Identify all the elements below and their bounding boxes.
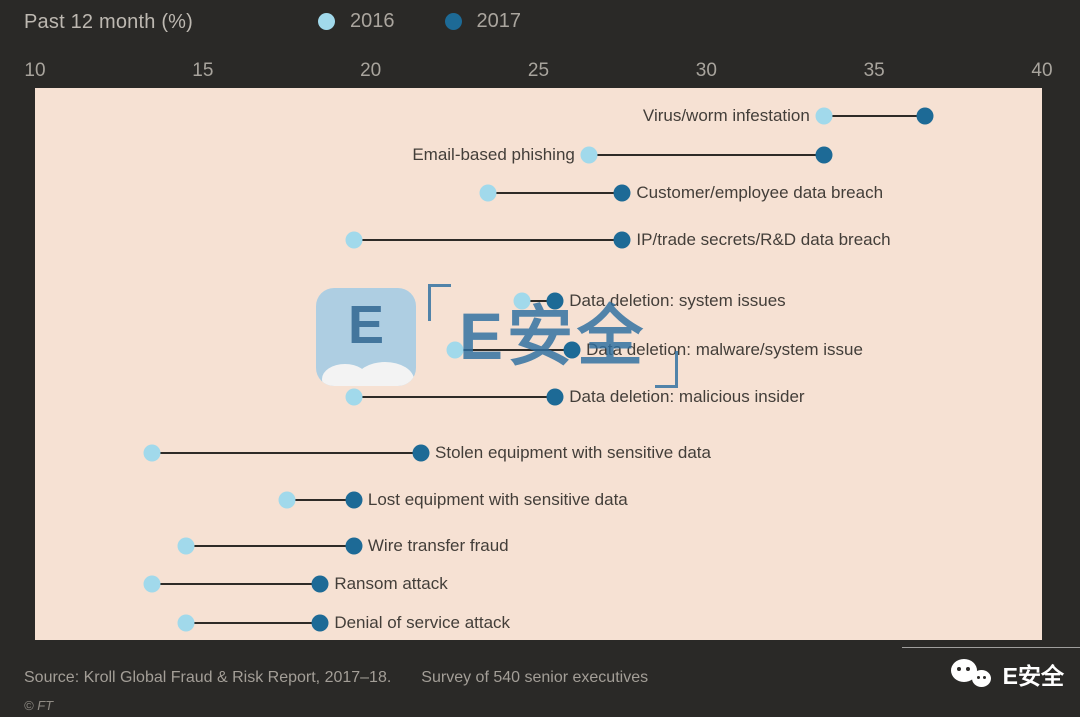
dot-2017 bbox=[916, 107, 934, 125]
connector-line bbox=[186, 545, 354, 547]
row-label: IP/trade secrets/R&D data breach bbox=[636, 230, 891, 249]
x-axis-tick-label: 30 bbox=[695, 60, 717, 81]
dot-2016 bbox=[143, 444, 161, 462]
row-label: Email-based phishing bbox=[412, 145, 575, 164]
connector-line bbox=[823, 115, 925, 117]
chart-legend: 2016 2017 bbox=[318, 10, 521, 33]
cloud-icon bbox=[356, 362, 414, 386]
x-axis-tick-label: 20 bbox=[360, 60, 382, 81]
wechat-account-badge: E安全 bbox=[950, 656, 1064, 692]
row-label: Lost equipment with sensitive data bbox=[367, 490, 628, 509]
watermark-bracket-close-icon bbox=[655, 351, 679, 388]
dot-2016 bbox=[177, 614, 195, 632]
chart-title: Past 12 month (%) bbox=[24, 11, 194, 33]
connector-line bbox=[454, 349, 573, 351]
chat-bubble-icon bbox=[950, 659, 977, 682]
x-axis: 10 15 20 25 30 35 40 bbox=[0, 60, 1080, 86]
connector-line bbox=[152, 583, 321, 585]
dot-2016 bbox=[278, 491, 296, 509]
dot-2017 bbox=[311, 575, 329, 593]
source-text: Source: Kroll Global Fraud & Risk Report… bbox=[24, 669, 392, 686]
legend-dot-2016-icon bbox=[318, 13, 335, 30]
dot-2017 bbox=[345, 491, 363, 509]
dot-2016 bbox=[345, 231, 363, 249]
legend-dot-2017-icon bbox=[444, 13, 462, 30]
row-label: Denial of service attack bbox=[334, 613, 511, 632]
row-label: Ransom attack bbox=[334, 574, 448, 593]
connector-line bbox=[186, 622, 321, 624]
connector-line bbox=[353, 396, 556, 398]
row-label: Wire transfer fraud bbox=[367, 536, 509, 555]
connector-line bbox=[488, 192, 623, 194]
dot-2017 bbox=[412, 444, 430, 462]
legend-item-2017: 2017 bbox=[444, 10, 522, 33]
x-axis-tick-label: 25 bbox=[527, 60, 550, 81]
connector-line bbox=[353, 239, 623, 241]
x-axis-tick-label: 15 bbox=[192, 60, 214, 81]
connector-line bbox=[588, 154, 824, 156]
plot-area: Virus/worm infestation Email-based phishi… bbox=[35, 88, 1042, 640]
connector-line bbox=[521, 300, 556, 302]
logo-letter: E bbox=[347, 295, 385, 355]
dot-2016 bbox=[446, 341, 464, 359]
dot-2017 bbox=[613, 231, 631, 249]
row-label: Virus/worm infestation bbox=[642, 106, 810, 125]
ft-copyright: © FT bbox=[24, 698, 54, 713]
x-axis-tick-label: 35 bbox=[863, 60, 885, 81]
dot-2016 bbox=[177, 537, 195, 555]
dot-2017 bbox=[815, 146, 833, 164]
x-axis-tick-label: 40 bbox=[1031, 60, 1053, 81]
dot-2017 bbox=[345, 537, 363, 555]
dot-2017 bbox=[613, 184, 631, 202]
row-label: Data deletion: malicious insider bbox=[569, 387, 805, 406]
chat-bubble-icon bbox=[971, 670, 991, 687]
legend-label-2016: 2016 bbox=[350, 10, 395, 32]
dot-2017 bbox=[546, 388, 564, 406]
survey-text: Survey of 540 senior executives bbox=[421, 669, 649, 686]
dot-2016 bbox=[479, 184, 497, 202]
row-label: Data deletion: system issues bbox=[569, 291, 786, 310]
connector-line bbox=[152, 452, 421, 454]
legend-label-2017: 2017 bbox=[476, 10, 522, 32]
x-axis-tick-label: 10 bbox=[24, 60, 46, 81]
watermark-bracket-open-icon bbox=[428, 284, 451, 321]
footer-divider bbox=[902, 647, 1080, 648]
legend-item-2016: 2016 bbox=[318, 10, 395, 33]
row-label: Stolen equipment with sensitive data bbox=[435, 443, 711, 462]
row-label: Customer/employee data breach bbox=[636, 183, 884, 202]
dot-2017 bbox=[311, 614, 329, 632]
e-anquan-logo: E bbox=[316, 288, 416, 386]
dot-2016 bbox=[815, 107, 833, 125]
dot-2016 bbox=[513, 292, 531, 310]
footer-source-row: Source: Kroll Global Fraud & Risk Report… bbox=[24, 669, 648, 687]
row-label: Data deletion: malware/system issue bbox=[586, 340, 863, 359]
dot-2016 bbox=[345, 388, 363, 406]
wechat-icon bbox=[950, 656, 993, 692]
watermark: E E安全 bbox=[316, 284, 679, 388]
dot-2017 bbox=[546, 292, 564, 310]
connector-line bbox=[286, 499, 354, 501]
wechat-account-name: E安全 bbox=[1002, 663, 1064, 689]
watermark-text: E安全 bbox=[459, 299, 648, 373]
dot-2016 bbox=[143, 575, 161, 593]
dot-2017 bbox=[563, 341, 581, 359]
dot-2016 bbox=[580, 146, 598, 164]
